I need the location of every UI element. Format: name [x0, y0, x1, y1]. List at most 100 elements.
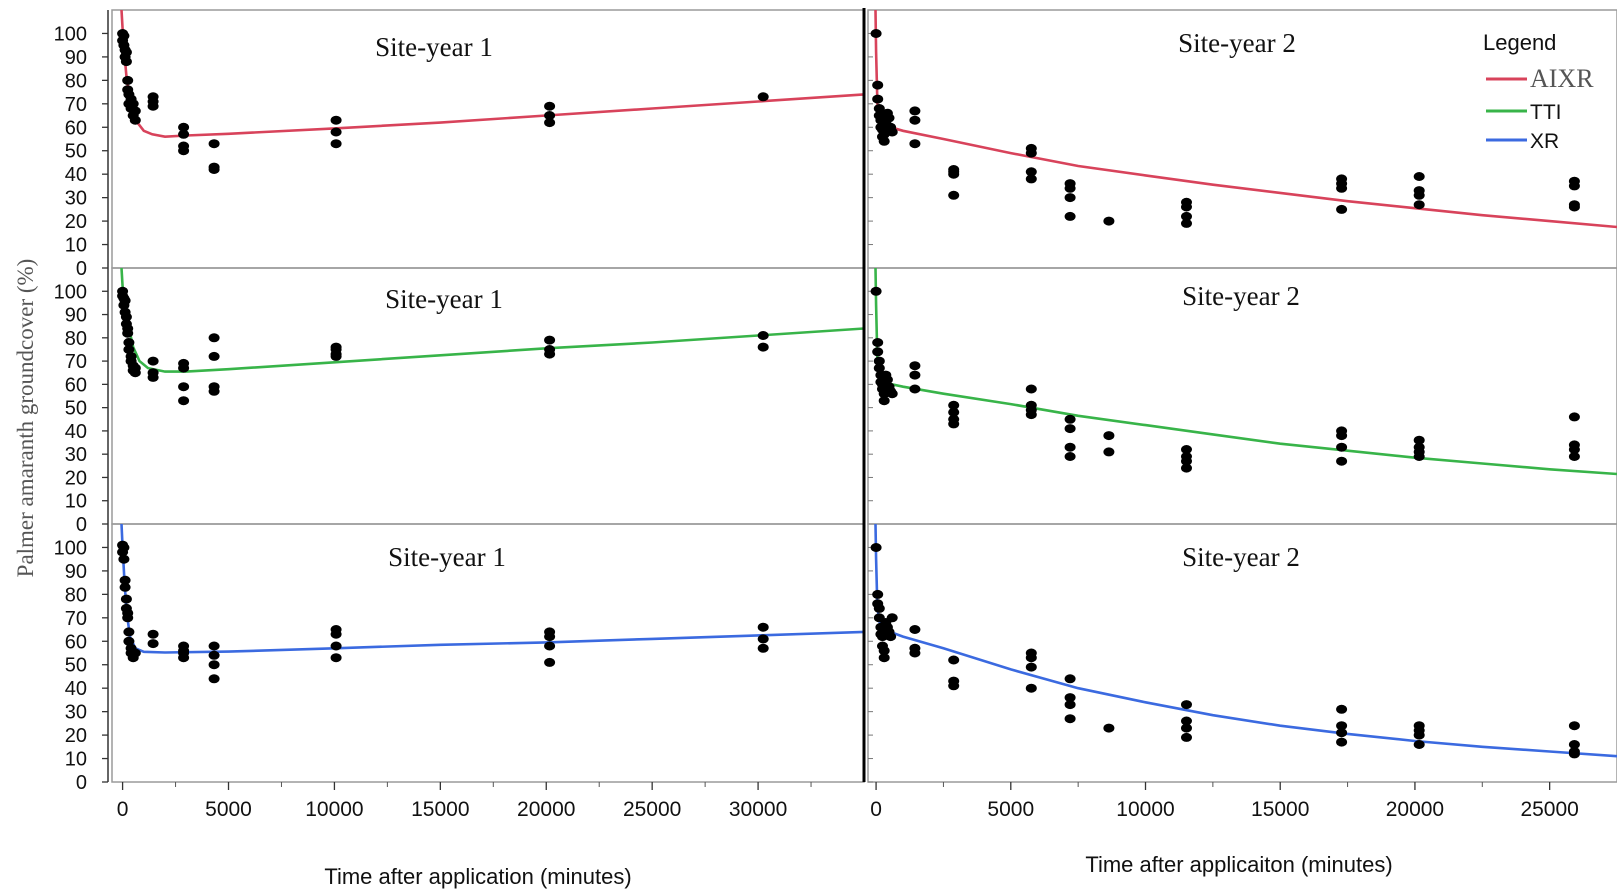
y-tick-label: 100 — [54, 281, 87, 303]
data-point — [208, 139, 220, 149]
data-point — [1181, 723, 1192, 733]
data-point — [208, 641, 220, 651]
data-point — [178, 122, 190, 132]
data-point — [127, 99, 139, 109]
y-tick-label: 10 — [65, 749, 87, 771]
data-point — [330, 653, 342, 663]
data-point — [1336, 183, 1348, 193]
data-point — [178, 129, 190, 139]
data-point — [1025, 662, 1037, 672]
data-point — [147, 639, 159, 649]
data-point — [948, 190, 960, 200]
y-tick-label: 60 — [65, 631, 87, 653]
data-point — [122, 75, 134, 85]
legend: Legend AIXR TTI XR — [1483, 30, 1594, 153]
data-point — [330, 115, 342, 125]
y-tick-label: 0 — [76, 258, 87, 280]
y-tick-label: 80 — [65, 584, 87, 606]
data-point — [1568, 445, 1580, 454]
data-point — [909, 106, 921, 116]
data-point — [886, 127, 898, 137]
data-point — [1025, 683, 1037, 693]
data-point — [119, 582, 131, 592]
data-point — [119, 296, 131, 306]
data-point — [909, 625, 921, 634]
data-point — [208, 351, 220, 361]
legend-label-xr: XR — [1530, 130, 1559, 153]
data-point — [757, 634, 769, 644]
data-point — [1413, 435, 1425, 445]
y-tick-label: 20 — [65, 211, 87, 233]
data-point — [1413, 452, 1425, 461]
data-point — [948, 400, 960, 410]
data-point — [757, 342, 769, 352]
data-point — [1336, 737, 1348, 747]
data-point — [129, 106, 141, 116]
data-point — [1413, 172, 1425, 181]
data-point — [118, 554, 130, 564]
panel-title: Site-year 2 — [1178, 28, 1296, 58]
data-point — [1103, 431, 1115, 441]
data-point — [1568, 452, 1580, 461]
data-point — [948, 169, 960, 179]
chart-panel: 0 5000 10000 15000 20000 25000 Site-year 2 — [867, 523, 1617, 821]
data-point — [330, 641, 342, 651]
data-point — [122, 613, 134, 623]
x-axis-label-right: Time after applicaiton (minutes) — [1085, 852, 1392, 877]
y-tick-label: 90 — [65, 47, 87, 69]
data-point — [878, 653, 890, 663]
x-tick-label: 0 — [117, 798, 129, 821]
data-point — [544, 101, 556, 111]
x-tick-label: 15000 — [411, 798, 469, 821]
data-point — [1064, 452, 1076, 461]
data-point — [1103, 216, 1115, 226]
data-point — [872, 94, 884, 104]
panel-title: Site-year 1 — [388, 542, 506, 572]
data-point — [330, 629, 342, 639]
x-tick-label: 25000 — [1520, 798, 1578, 821]
y-tick-label: 80 — [65, 70, 87, 92]
data-point — [208, 386, 220, 396]
y-tick-label: 90 — [65, 305, 87, 327]
data-point — [1413, 190, 1425, 200]
y-tick-label: 50 — [65, 141, 87, 163]
x-tick-label: 5000 — [987, 798, 1034, 821]
data-point — [873, 356, 885, 366]
data-point — [118, 543, 130, 552]
y-tick-label: 70 — [65, 351, 87, 373]
data-point — [878, 136, 890, 146]
y-tick-label: 50 — [65, 398, 87, 420]
data-point — [878, 646, 890, 656]
data-point — [1025, 653, 1037, 663]
data-point — [208, 660, 220, 670]
data-point — [1064, 414, 1076, 424]
data-point — [147, 356, 159, 366]
data-point — [757, 92, 769, 102]
data-point — [881, 375, 893, 385]
y-tick-label: 30 — [65, 702, 87, 724]
data-point — [544, 349, 556, 359]
y-tick-label: 80 — [65, 328, 87, 350]
data-point — [119, 575, 131, 585]
legend-label-tti: TTI — [1530, 101, 1562, 124]
data-point — [1064, 442, 1076, 452]
x-tick-label: 20000 — [517, 798, 575, 821]
data-point — [909, 115, 921, 125]
x-tick-label: 15000 — [1251, 798, 1309, 821]
data-point — [1181, 463, 1192, 473]
y-tick-label: 30 — [65, 444, 87, 466]
x-axis-label-left: Time after application (minutes) — [324, 864, 631, 889]
data-point — [1181, 716, 1192, 726]
data-point — [1336, 431, 1348, 441]
data-point — [208, 165, 220, 174]
data-point — [544, 118, 556, 128]
data-point — [948, 655, 960, 665]
data-point — [1025, 410, 1037, 420]
data-point — [330, 127, 342, 137]
data-point — [870, 543, 882, 552]
data-point — [1181, 218, 1192, 228]
y-tick-label: 60 — [65, 117, 87, 139]
data-point — [870, 29, 882, 38]
